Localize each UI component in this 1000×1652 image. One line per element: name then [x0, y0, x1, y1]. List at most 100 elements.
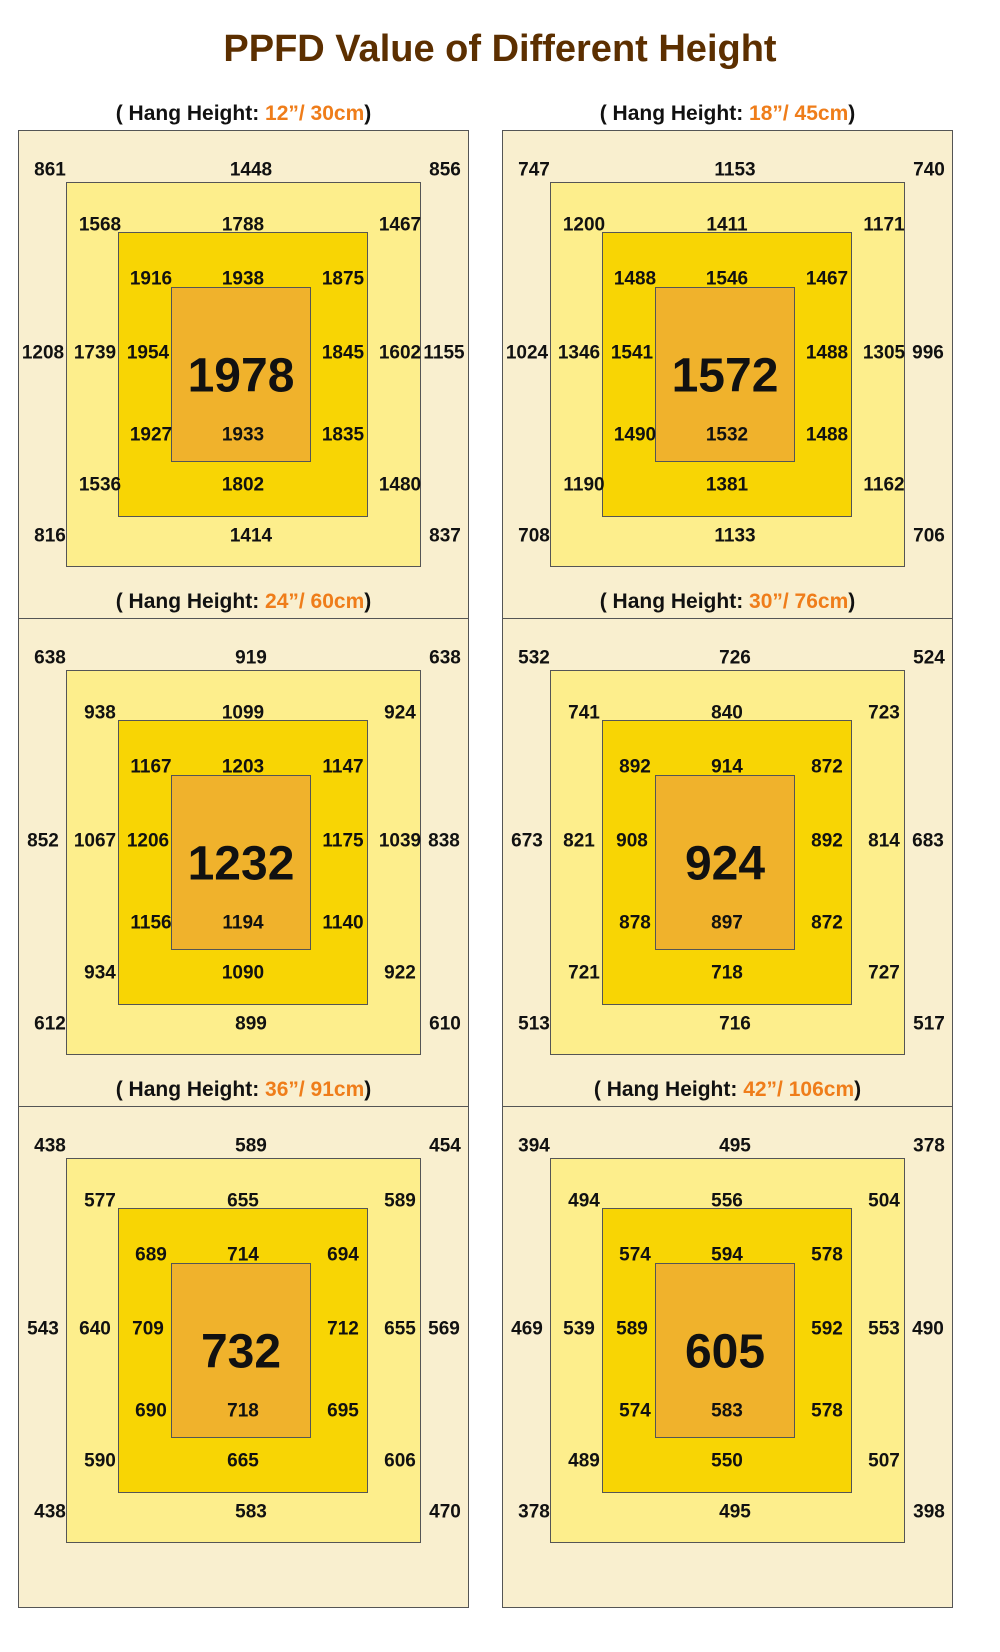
- center-zone: [171, 775, 311, 950]
- ppfd-panel: ( Hang Height: 30”/ 76cm) 532 726 524 673 683…: [502, 590, 953, 1120]
- middle-value-top-left: 1200: [563, 215, 605, 236]
- outer-value-bottom-left: 708: [518, 526, 550, 547]
- outer-value-right: 1155: [423, 343, 465, 364]
- middle-value-right: 1602: [379, 343, 421, 364]
- middle-value-left: 821: [563, 831, 595, 852]
- inner-value-bottom-left: 690: [135, 1401, 167, 1422]
- panel-title-prefix: ( Hang Height:: [599, 590, 750, 613]
- panel-title-suffix: ): [364, 1078, 372, 1101]
- inner-value-right: 1175: [322, 831, 364, 852]
- middle-value-top: 556: [711, 1191, 743, 1212]
- inner-value-left: 908: [616, 831, 648, 852]
- panel-title-suffix: ): [854, 1078, 862, 1101]
- outer-value-right: 569: [428, 1319, 460, 1340]
- outer-value-bottom-left: 378: [518, 1502, 550, 1523]
- panel-title: ( Hang Height: 42”/ 106cm): [502, 1078, 953, 1102]
- inner-value-top: 1938: [222, 269, 264, 290]
- middle-value-bottom-right: 507: [868, 1451, 900, 1472]
- center-zone: [171, 1263, 311, 1438]
- inner-value-top-left: 892: [619, 757, 651, 778]
- middle-value-right: 655: [384, 1319, 416, 1340]
- inner-value-top-left: 689: [135, 1245, 167, 1266]
- outer-value-bottom: 495: [719, 1502, 751, 1523]
- middle-value-top-right: 924: [384, 703, 416, 724]
- outer-value-bottom-left: 816: [34, 526, 66, 547]
- ppfd-grid: 747 1153 740 1024 996 708 1133 706 1200 1411 1171 1…: [502, 130, 953, 632]
- center-value: 732: [201, 1326, 281, 1379]
- middle-value-bottom: 718: [711, 963, 743, 984]
- center-value: 924: [685, 838, 765, 891]
- middle-value-bottom-left: 1190: [563, 475, 604, 496]
- center-zone: [171, 287, 311, 462]
- inner-value-top-right: 872: [811, 757, 843, 778]
- inner-value-top: 1203: [222, 757, 264, 778]
- outer-value-bottom-right: 706: [913, 526, 945, 547]
- ppfd-grid: 532 726 524 673 683 513 716 517 741 840 723 821 814 7…: [502, 618, 953, 1120]
- middle-value-top-right: 589: [384, 1191, 416, 1212]
- inner-value-top-right: 1467: [806, 269, 848, 290]
- middle-value-bottom-right: 1162: [863, 475, 904, 496]
- inner-value-bottom-left: 1156: [130, 913, 171, 934]
- inner-value-left: 1541: [611, 343, 654, 364]
- panel-title: ( Hang Height: 18”/ 45cm): [502, 102, 953, 126]
- outer-value-bottom-left: 513: [518, 1014, 550, 1035]
- panel-title: ( Hang Height: 36”/ 91cm): [18, 1078, 469, 1102]
- middle-value-top-left: 577: [84, 1191, 116, 1212]
- outer-value-right: 490: [912, 1319, 944, 1340]
- middle-value-bottom-left: 590: [84, 1451, 116, 1472]
- outer-value-top-right: 378: [913, 1136, 945, 1157]
- outer-value-top-right: 638: [429, 648, 461, 669]
- center-zone: [655, 1263, 795, 1438]
- center-value: 605: [685, 1326, 765, 1379]
- middle-value-bottom: 550: [711, 1451, 743, 1472]
- panel-title-suffix: ): [848, 102, 856, 125]
- panel-title-prefix: ( Hang Height:: [115, 1078, 266, 1101]
- outer-value-right: 683: [912, 831, 944, 852]
- inner-value-bottom: 1194: [222, 913, 264, 934]
- middle-value-bottom-left: 721: [568, 963, 600, 984]
- ppfd-grid: 438 589 454 543 569 438 583 470 577 655 589 640 655 5…: [18, 1106, 469, 1608]
- middle-value-right: 1039: [379, 831, 421, 852]
- inner-value-right: 592: [811, 1319, 843, 1340]
- inner-value-right: 1488: [806, 343, 848, 364]
- outer-value-top-left: 861: [34, 160, 66, 181]
- middle-value-bottom-right: 922: [384, 963, 416, 984]
- middle-value-bottom: 1802: [222, 475, 264, 496]
- panel-title-prefix: ( Hang Height:: [593, 1078, 744, 1101]
- outer-value-top: 495: [719, 1136, 751, 1157]
- inner-value-bottom-right: 872: [811, 913, 843, 934]
- middle-value-left: 539: [563, 1319, 595, 1340]
- outer-value-bottom-right: 610: [429, 1014, 461, 1035]
- inner-value-bottom: 1933: [222, 425, 264, 446]
- outer-value-bottom-right: 470: [429, 1502, 461, 1523]
- inner-value-left: 1206: [127, 831, 169, 852]
- middle-value-top: 655: [227, 1191, 259, 1212]
- inner-value-bottom: 718: [227, 1401, 259, 1422]
- outer-value-left: 673: [511, 831, 543, 852]
- middle-value-top: 1788: [222, 215, 264, 236]
- outer-value-top-right: 856: [429, 160, 461, 181]
- inner-value-bottom-right: 1488: [806, 425, 848, 446]
- middle-value-right: 814: [868, 831, 900, 852]
- middle-value-top-right: 1171: [863, 215, 905, 236]
- ppfd-grid: 861 1448 856 1208 1155 816 1414 837 1568 1788 1467…: [18, 130, 469, 632]
- outer-value-right: 996: [912, 343, 944, 364]
- outer-value-left: 1024: [506, 343, 549, 364]
- middle-value-bottom: 1381: [706, 475, 749, 496]
- middle-value-top-left: 1568: [79, 215, 121, 236]
- outer-value-left: 852: [27, 831, 59, 852]
- hang-height-value: 12”/ 30cm: [265, 102, 365, 125]
- outer-value-top-left: 394: [518, 1136, 550, 1157]
- inner-value-bottom: 897: [711, 913, 743, 934]
- outer-value-bottom-right: 837: [429, 526, 461, 547]
- outer-value-left: 543: [27, 1319, 59, 1340]
- outer-value-top-left: 532: [518, 648, 550, 669]
- inner-value-top-right: 1147: [322, 757, 363, 778]
- middle-value-top-left: 741: [568, 703, 600, 724]
- ppfd-panel: ( Hang Height: 12”/ 30cm) 861 1448 856 1208 1…: [18, 102, 469, 632]
- middle-value-left: 1067: [74, 831, 116, 852]
- ppfd-panel: ( Hang Height: 24”/ 60cm) 638 919 638 852 838…: [18, 590, 469, 1120]
- panel-title: ( Hang Height: 24”/ 60cm): [18, 590, 469, 614]
- outer-value-top: 919: [235, 648, 267, 669]
- outer-value-top: 1448: [230, 160, 272, 181]
